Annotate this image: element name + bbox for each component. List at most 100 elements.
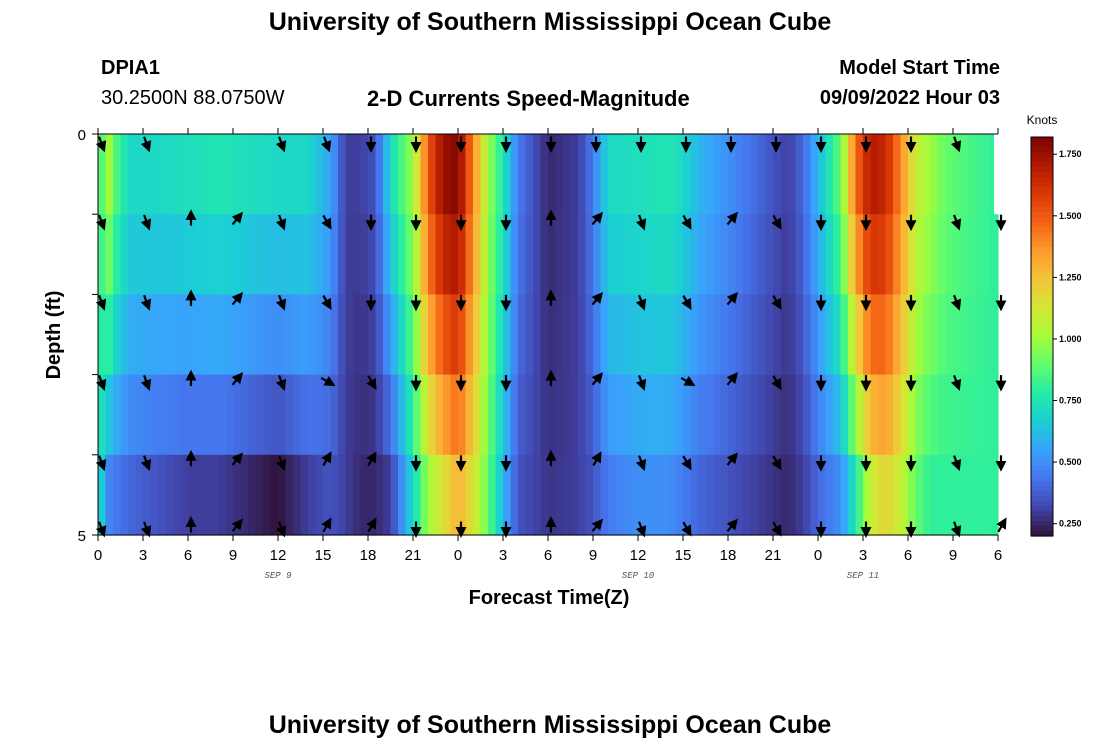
heatmap-cell [540,294,549,376]
heatmap-cell [203,454,212,536]
heatmap-cell [413,134,422,215]
heatmap-cell [668,134,677,215]
heatmap-cell [810,374,819,456]
x-tick-label: 0 [454,547,462,564]
heatmap-cell [390,134,399,215]
station-id: DPIA1 [101,57,160,79]
heatmap-cell [165,374,174,456]
heatmap-cell [405,454,414,536]
colorbar-segment [1031,346,1053,353]
heatmap-cell [960,214,969,295]
heatmap-cell [330,294,339,376]
heatmap-cell [878,134,887,215]
heatmap-cell [518,374,527,456]
colorbar-segment [1031,526,1053,532]
heatmap-cell [915,214,924,295]
current-vector-arrow [275,521,287,538]
heatmap-cell [653,294,662,376]
colorbar-segment [1031,416,1053,422]
heatmap-cell [398,454,407,536]
heatmap-cell [795,134,804,215]
heatmap-cell [713,294,722,376]
heatmap-cell [653,134,662,215]
heatmap-cell [488,214,497,295]
colorbar-segment [1031,371,1053,377]
heatmap-cell [233,454,242,536]
current-vector-arrow [275,214,287,231]
colorbar-segment [1031,396,1053,402]
heatmap-cell [105,454,114,536]
heatmap-cell [825,134,834,215]
current-vector-arrow [771,375,782,391]
heatmap-cell [585,214,594,295]
colorbar-segment [1031,386,1053,392]
heatmap-cell [278,134,287,215]
heatmap-cell [443,294,452,376]
heatmap-cell [885,374,894,456]
heatmap-cell [983,454,992,536]
heatmap-cell [870,294,879,376]
heatmap-cell [788,134,797,215]
heatmap-cell [405,134,414,215]
heatmap-cell [345,454,354,536]
heatmap-cell [915,294,924,376]
heatmap-cell [600,294,609,376]
heatmap-cell [563,294,572,376]
heatmap-cell [945,454,954,536]
heatmap-cell [975,214,984,295]
heatmap-cell [533,214,542,295]
heatmap-cell [765,454,774,536]
colorbar-segment [1031,491,1053,497]
heatmap-cell [398,134,407,215]
heatmap-cell [188,454,197,536]
heatmap-cell [968,374,977,456]
heatmap-cell [480,134,489,215]
heatmap-cell [683,374,692,456]
heatmap-cell [143,454,152,536]
current-vector-arrow [140,294,152,311]
heatmap-cell [443,374,452,456]
current-vector-arrow [950,136,962,153]
heatmap-cell [548,294,557,376]
heatmap-cell [540,214,549,295]
x-tick-label: 6 [994,547,1002,564]
heatmap-cell [953,214,962,295]
heatmap-cell [720,214,729,295]
heatmap-cell [518,294,527,376]
heatmap-cell [210,294,219,376]
heatmap-cell [98,454,107,536]
heatmap-cell [225,454,234,536]
heatmap-cell [608,214,617,295]
heatmap-cell [758,454,767,536]
heatmap-cell [218,214,227,295]
heatmap-cell [855,134,864,215]
heatmap-cell [330,454,339,536]
heatmap-cell [300,294,309,376]
colorbar-segment [1031,156,1053,163]
current-vector-arrow [140,136,152,153]
footer-title: University of Southern Mississippi Ocean… [268,711,832,739]
colorbar-segment [1031,216,1053,223]
heatmap-cell [983,214,992,295]
date-label: SEP 9 [264,571,292,581]
heatmap-cell [128,134,137,215]
heatmap-cell [930,374,939,456]
heatmap-cell [458,374,467,456]
heatmap-cell [413,214,422,295]
heatmap-cell [780,374,789,456]
colorbar-segment [1031,146,1053,153]
heatmap-cell [300,214,309,295]
heatmap-cell [833,374,842,456]
heatmap-cell [323,134,332,215]
colorbar-segment [1031,451,1053,457]
heatmap-cell [195,134,204,215]
colorbar-tick-label: 1.750 [1059,149,1082,159]
heatmap-cell [353,214,362,295]
heatmap-cell [495,214,504,295]
heatmap-cell [150,294,159,376]
heatmap-cell [578,374,587,456]
heatmap-cell [105,134,114,215]
colorbar-segment [1031,476,1053,482]
